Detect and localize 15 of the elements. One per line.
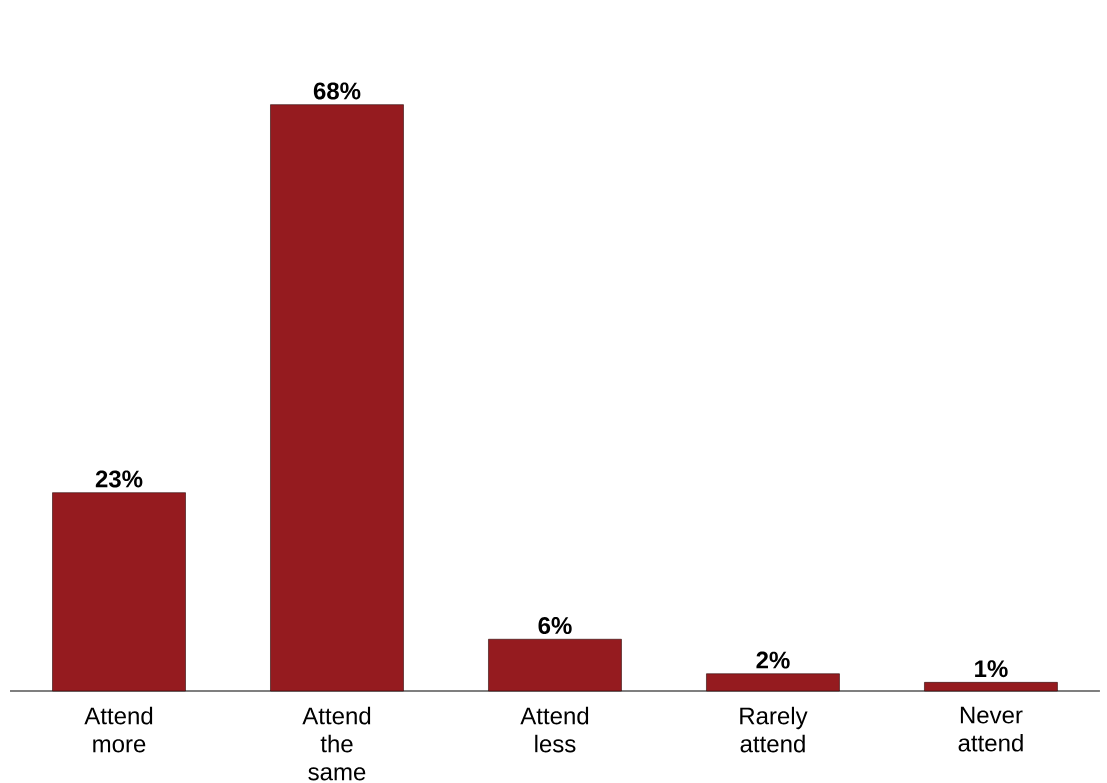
x-tick-label: Rarely attend — [740, 706, 808, 753]
x-tick-label: Attend less — [520, 706, 589, 753]
x-tick-label: Attend the same — [302, 706, 371, 781]
data-label: 23% — [95, 470, 143, 488]
x-tick-label: Never attend — [958, 706, 1023, 752]
data-label: 68% — [313, 82, 361, 100]
x-tick-label: Attend more — [84, 706, 153, 753]
data-label: 2% — [756, 651, 790, 669]
data-label: 6% — [538, 617, 572, 635]
data-label: 1% — [975, 660, 1008, 678]
bar — [488, 638, 622, 692]
bar — [270, 104, 404, 692]
bar — [706, 673, 840, 692]
bar — [52, 492, 186, 692]
bar — [924, 682, 1058, 692]
